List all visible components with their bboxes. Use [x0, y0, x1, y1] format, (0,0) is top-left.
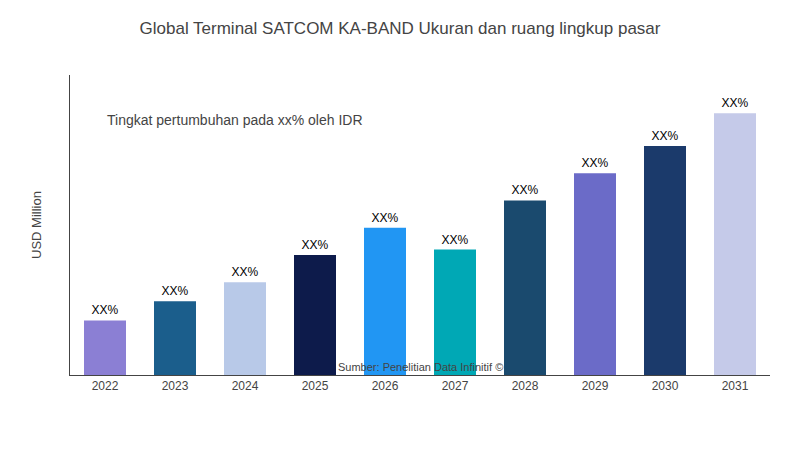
- svg-text:2024: 2024: [232, 379, 259, 393]
- svg-text:XX%: XX%: [441, 233, 468, 247]
- svg-text:2028: 2028: [512, 379, 539, 393]
- svg-text:USD Million: USD Million: [29, 191, 44, 259]
- svg-text:XX%: XX%: [651, 129, 678, 143]
- svg-text:XX%: XX%: [371, 211, 398, 225]
- svg-text:2030: 2030: [652, 379, 679, 393]
- svg-text:XX%: XX%: [161, 284, 188, 298]
- svg-text:XX%: XX%: [581, 156, 608, 170]
- svg-text:2029: 2029: [582, 379, 609, 393]
- svg-text:XX%: XX%: [301, 238, 328, 252]
- svg-text:XX%: XX%: [231, 265, 258, 279]
- svg-text:XX%: XX%: [721, 96, 748, 110]
- svg-text:Sumber: Penelitian Data Infini: Sumber: Penelitian Data Infinitif ©: [338, 361, 503, 373]
- svg-text:Tingkat pertumbuhan pada xx% o: Tingkat pertumbuhan pada xx% oleh IDR: [107, 112, 363, 128]
- svg-text:2027: 2027: [442, 379, 469, 393]
- svg-text:2022: 2022: [92, 379, 119, 393]
- svg-text:2026: 2026: [372, 379, 399, 393]
- svg-text:XX%: XX%: [511, 183, 538, 197]
- svg-text:2023: 2023: [162, 379, 189, 393]
- svg-text:XX%: XX%: [91, 303, 118, 317]
- svg-text:Global Terminal SATCOM KA-BAND: Global Terminal SATCOM KA-BAND Ukuran da…: [140, 19, 661, 38]
- svg-text:2031: 2031: [722, 379, 749, 393]
- svg-text:2025: 2025: [302, 379, 329, 393]
